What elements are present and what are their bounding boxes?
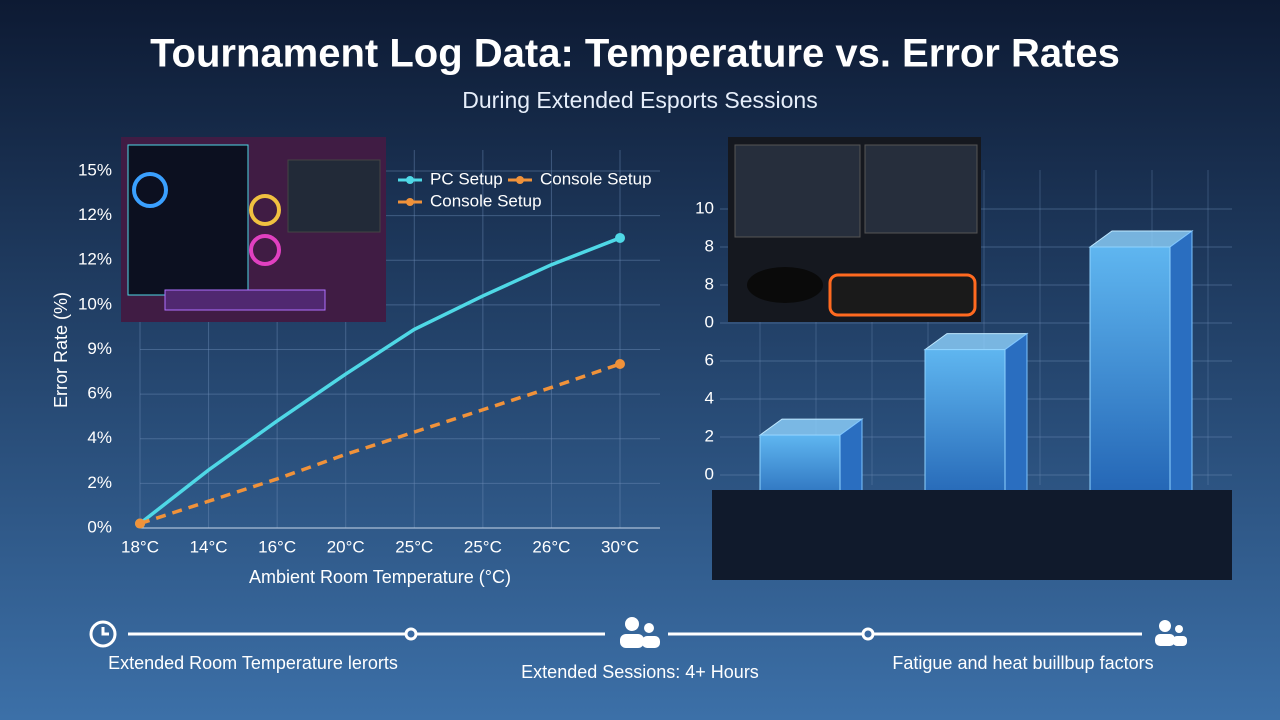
legend-label: PC Setup — [430, 169, 503, 188]
x-tick-label: 14°C — [190, 537, 228, 556]
bar — [924, 349, 1006, 516]
y-tick-label: 10% — [78, 294, 112, 313]
series-line — [138, 236, 621, 525]
timeline-label: Extended Sessions: 4+ Hours — [521, 662, 759, 682]
x-tick-label: 25°C — [395, 537, 433, 556]
y-tick-label: 2% — [87, 473, 112, 492]
point-marker — [135, 518, 145, 529]
y-tick-label: 6 — [705, 350, 714, 369]
bar-platform — [712, 490, 1232, 580]
y-tick-label: 6% — [87, 384, 112, 403]
point-marker — [615, 232, 625, 243]
x-tick-label: 30°C — [601, 537, 639, 556]
people-icons — [620, 617, 1187, 648]
y-tick-label: 8 — [705, 236, 714, 255]
y-tick-label: 15% — [78, 160, 112, 179]
legend-label: Console Setup — [430, 191, 542, 210]
legend-marker — [516, 176, 524, 184]
x-tick-label: 25°C — [464, 537, 502, 556]
y-tick-label: 0% — [87, 517, 112, 536]
x-tick-label: 16°C — [258, 537, 296, 556]
console-photo — [728, 137, 981, 322]
bar — [1089, 246, 1171, 516]
y-tick-label: 12% — [78, 205, 112, 224]
y-axis-title: Error Rate (%) — [51, 292, 71, 408]
y-tick-label: 8 — [705, 274, 714, 293]
y-tick-label: 10 — [695, 198, 714, 217]
y-tick-label: 0 — [705, 464, 714, 483]
y-tick-label: 4% — [87, 428, 112, 447]
y-tick-label: 2 — [705, 426, 714, 445]
x-tick-label: 20°C — [327, 537, 365, 556]
x-axis-title: Ambient Room Temperature (°C) — [249, 567, 511, 587]
timeline-label: Fatigue and heat buillbup factors — [892, 653, 1153, 673]
pc-photo — [121, 137, 386, 322]
bar-side — [1004, 332, 1028, 516]
y-tick-label: 12% — [78, 250, 112, 269]
legend-marker — [406, 198, 414, 206]
title: Tournament Log Data: Temperature vs. Err… — [150, 32, 1120, 76]
bar-side — [1169, 230, 1193, 516]
x-tick-label: 26°C — [532, 537, 570, 556]
y-tick-label: 0 — [705, 312, 714, 331]
legend-label: Console Setup — [540, 169, 652, 188]
point-marker — [615, 359, 625, 370]
y-tick-label: 4 — [705, 388, 714, 407]
timeline-label: Extended Room Temperature lerorts — [108, 653, 398, 673]
x-tick-label: 18°C — [121, 537, 159, 556]
y-tick-label: 9% — [87, 339, 112, 358]
timeline — [89, 620, 1142, 648]
subtitle: During Extended Esports Sessions — [462, 87, 817, 113]
legend-marker — [406, 176, 414, 184]
